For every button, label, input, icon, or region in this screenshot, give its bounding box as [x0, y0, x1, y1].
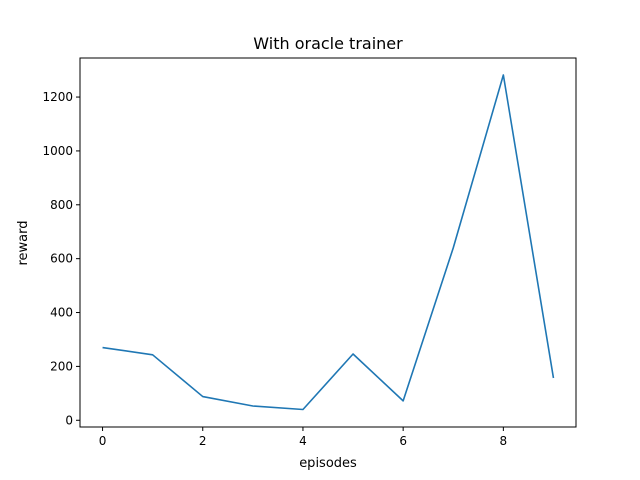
y-tick-label: 0: [65, 413, 73, 427]
y-tick-label: 400: [50, 306, 73, 320]
x-tick-label: 2: [199, 434, 207, 448]
y-axis: 0 200 400 600 800 1000 1200: [42, 90, 80, 427]
chart-title: With oracle trainer: [253, 34, 403, 53]
y-tick-label: 600: [50, 252, 73, 266]
y-tick-label: 800: [50, 198, 73, 212]
x-tick-label: 8: [500, 434, 508, 448]
series-layer: [102, 74, 555, 411]
series-line-0: [102, 74, 555, 411]
y-tick-label: 200: [50, 359, 73, 373]
x-tick-label: 6: [399, 434, 407, 448]
y-axis-label: reward: [16, 220, 31, 265]
plot-area: [79, 57, 577, 428]
y-tick-label: 1000: [42, 144, 73, 158]
y-tick-label: 1200: [42, 90, 73, 104]
x-axis-label: episodes: [299, 456, 357, 471]
x-axis: 0 2 4 6 8: [99, 427, 507, 448]
x-tick-label: 0: [99, 434, 107, 448]
x-tick-label: 4: [299, 434, 307, 448]
